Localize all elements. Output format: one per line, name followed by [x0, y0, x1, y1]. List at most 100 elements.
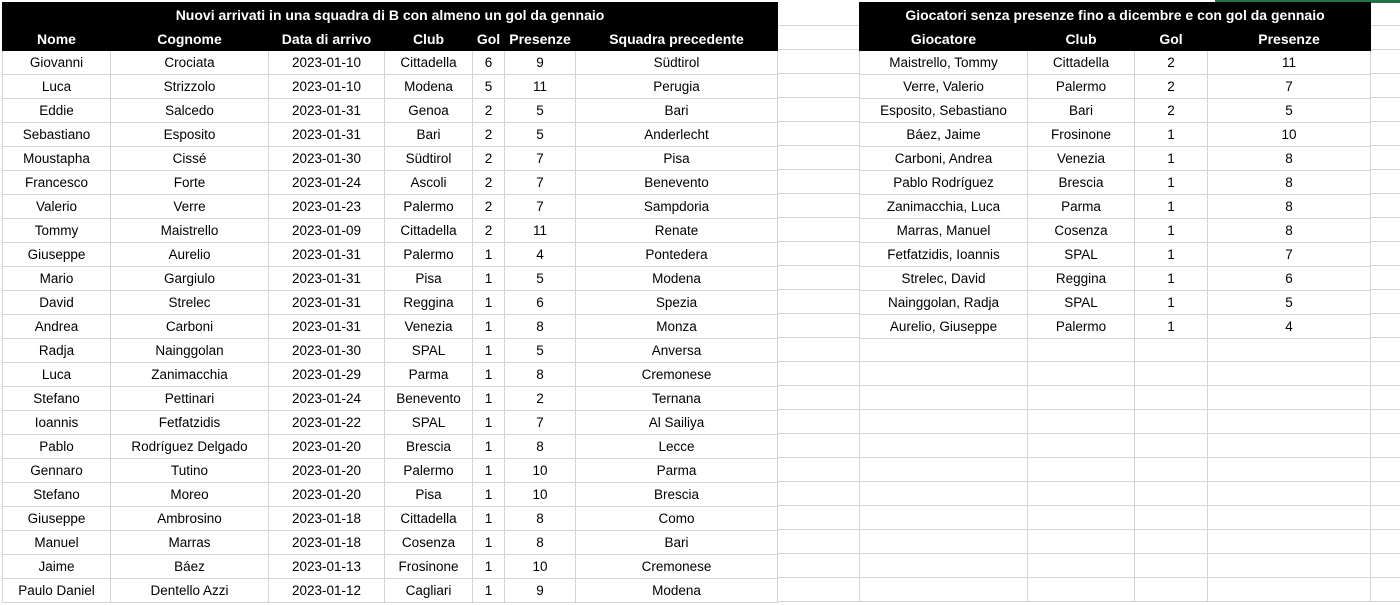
- cell[interactable]: 1: [472, 290, 505, 315]
- column-header-squadra-precedente[interactable]: Squadra precedente: [575, 26, 778, 51]
- cell[interactable]: 10: [504, 482, 576, 507]
- cell[interactable]: Anversa: [575, 338, 778, 363]
- cell[interactable]: Frosinone: [384, 554, 473, 579]
- cell[interactable]: Renate: [575, 218, 778, 243]
- cell[interactable]: Palermo: [1027, 74, 1135, 99]
- cell[interactable]: Maistrello: [110, 218, 269, 243]
- cell[interactable]: Báez: [110, 554, 269, 579]
- cell[interactable]: Stefano: [2, 386, 111, 411]
- cell[interactable]: Luca: [2, 362, 111, 387]
- cell[interactable]: 5: [472, 74, 505, 99]
- cell[interactable]: Cagliari: [384, 578, 473, 603]
- cell[interactable]: Al Sailiya: [575, 410, 778, 435]
- cell[interactable]: Ternana: [575, 386, 778, 411]
- cell[interactable]: 6: [504, 290, 576, 315]
- column-header-cognome[interactable]: Cognome: [110, 26, 269, 51]
- cell[interactable]: 2: [472, 122, 505, 147]
- cell[interactable]: 2023-01-13: [268, 554, 385, 579]
- cell[interactable]: Verre: [110, 194, 269, 219]
- cell[interactable]: Nainggolan, Radja: [859, 290, 1028, 315]
- cell[interactable]: Esposito: [110, 122, 269, 147]
- cell[interactable]: 6: [1207, 266, 1371, 291]
- cell[interactable]: Pablo: [2, 434, 111, 459]
- cell[interactable]: 5: [504, 98, 576, 123]
- cell[interactable]: 1: [472, 410, 505, 435]
- cell[interactable]: Venezia: [1027, 146, 1135, 171]
- cell[interactable]: Lecce: [575, 434, 778, 459]
- cell[interactable]: Crociata: [110, 50, 269, 75]
- cell[interactable]: 5: [504, 122, 576, 147]
- cell[interactable]: 8: [504, 530, 576, 555]
- cell[interactable]: 9: [504, 50, 576, 75]
- cell[interactable]: 2023-01-31: [268, 98, 385, 123]
- cell[interactable]: Cremonese: [575, 554, 778, 579]
- cell[interactable]: 2023-01-30: [268, 338, 385, 363]
- cell[interactable]: Cittadella: [1027, 50, 1135, 75]
- cell[interactable]: Manuel: [2, 530, 111, 555]
- cell[interactable]: 2023-01-30: [268, 146, 385, 171]
- cell[interactable]: 2: [1134, 98, 1208, 123]
- cell[interactable]: 7: [504, 146, 576, 171]
- cell[interactable]: Pisa: [575, 146, 778, 171]
- cell[interactable]: 2: [472, 194, 505, 219]
- cell[interactable]: Carboni: [110, 314, 269, 339]
- cell[interactable]: Zanimacchia: [110, 362, 269, 387]
- cell[interactable]: 7: [504, 194, 576, 219]
- cell[interactable]: Andrea: [2, 314, 111, 339]
- cell[interactable]: 2023-01-31: [268, 266, 385, 291]
- column-header-giocatore[interactable]: Giocatore: [859, 26, 1028, 51]
- cell[interactable]: Marras, Manuel: [859, 218, 1028, 243]
- cell[interactable]: Südtirol: [384, 146, 473, 171]
- cell[interactable]: 6: [472, 50, 505, 75]
- cell[interactable]: Mario: [2, 266, 111, 291]
- cell[interactable]: Bari: [384, 122, 473, 147]
- cell[interactable]: 4: [504, 242, 576, 267]
- cell[interactable]: 10: [504, 554, 576, 579]
- cell[interactable]: 1: [472, 362, 505, 387]
- cell[interactable]: Cittadella: [384, 218, 473, 243]
- cell[interactable]: 8: [1207, 218, 1371, 243]
- cell[interactable]: 8: [504, 314, 576, 339]
- cell[interactable]: Gennaro: [2, 458, 111, 483]
- cell[interactable]: 1: [1134, 146, 1208, 171]
- cell[interactable]: Bari: [1027, 98, 1135, 123]
- cell[interactable]: Modena: [575, 578, 778, 603]
- cell[interactable]: 11: [1207, 50, 1371, 75]
- cell[interactable]: Esposito, Sebastiano: [859, 98, 1028, 123]
- cell[interactable]: 8: [1207, 170, 1371, 195]
- column-header-gol[interactable]: Gol: [1134, 26, 1208, 51]
- cell[interactable]: Cosenza: [1027, 218, 1135, 243]
- cell[interactable]: Brescia: [1027, 170, 1135, 195]
- cell[interactable]: 11: [504, 74, 576, 99]
- column-header-nome[interactable]: Nome: [2, 26, 111, 51]
- cell[interactable]: Modena: [384, 74, 473, 99]
- cell[interactable]: 1: [472, 314, 505, 339]
- cell[interactable]: Spezia: [575, 290, 778, 315]
- cell[interactable]: Zanimacchia, Luca: [859, 194, 1028, 219]
- cell[interactable]: Giuseppe: [2, 506, 111, 531]
- cell[interactable]: Venezia: [384, 314, 473, 339]
- cell[interactable]: 1: [1134, 242, 1208, 267]
- cell[interactable]: 1: [472, 578, 505, 603]
- cell[interactable]: 2023-01-23: [268, 194, 385, 219]
- cell[interactable]: Tutino: [110, 458, 269, 483]
- cell[interactable]: 2023-01-18: [268, 530, 385, 555]
- cell[interactable]: 1: [472, 530, 505, 555]
- cell[interactable]: Paulo Daniel: [2, 578, 111, 603]
- cell[interactable]: 2023-01-10: [268, 50, 385, 75]
- cell[interactable]: 2023-01-09: [268, 218, 385, 243]
- cell[interactable]: Ascoli: [384, 170, 473, 195]
- cell[interactable]: Jaime: [2, 554, 111, 579]
- cell[interactable]: 9: [504, 578, 576, 603]
- cell[interactable]: 8: [504, 434, 576, 459]
- cell[interactable]: 2023-01-24: [268, 386, 385, 411]
- cell[interactable]: Bari: [575, 530, 778, 555]
- cell[interactable]: Benevento: [575, 170, 778, 195]
- cell[interactable]: 2023-01-31: [268, 242, 385, 267]
- cell[interactable]: 2023-01-18: [268, 506, 385, 531]
- cell[interactable]: Nainggolan: [110, 338, 269, 363]
- cell[interactable]: 7: [1207, 74, 1371, 99]
- cell[interactable]: 5: [504, 266, 576, 291]
- cell[interactable]: 2: [472, 98, 505, 123]
- cell[interactable]: 2023-01-12: [268, 578, 385, 603]
